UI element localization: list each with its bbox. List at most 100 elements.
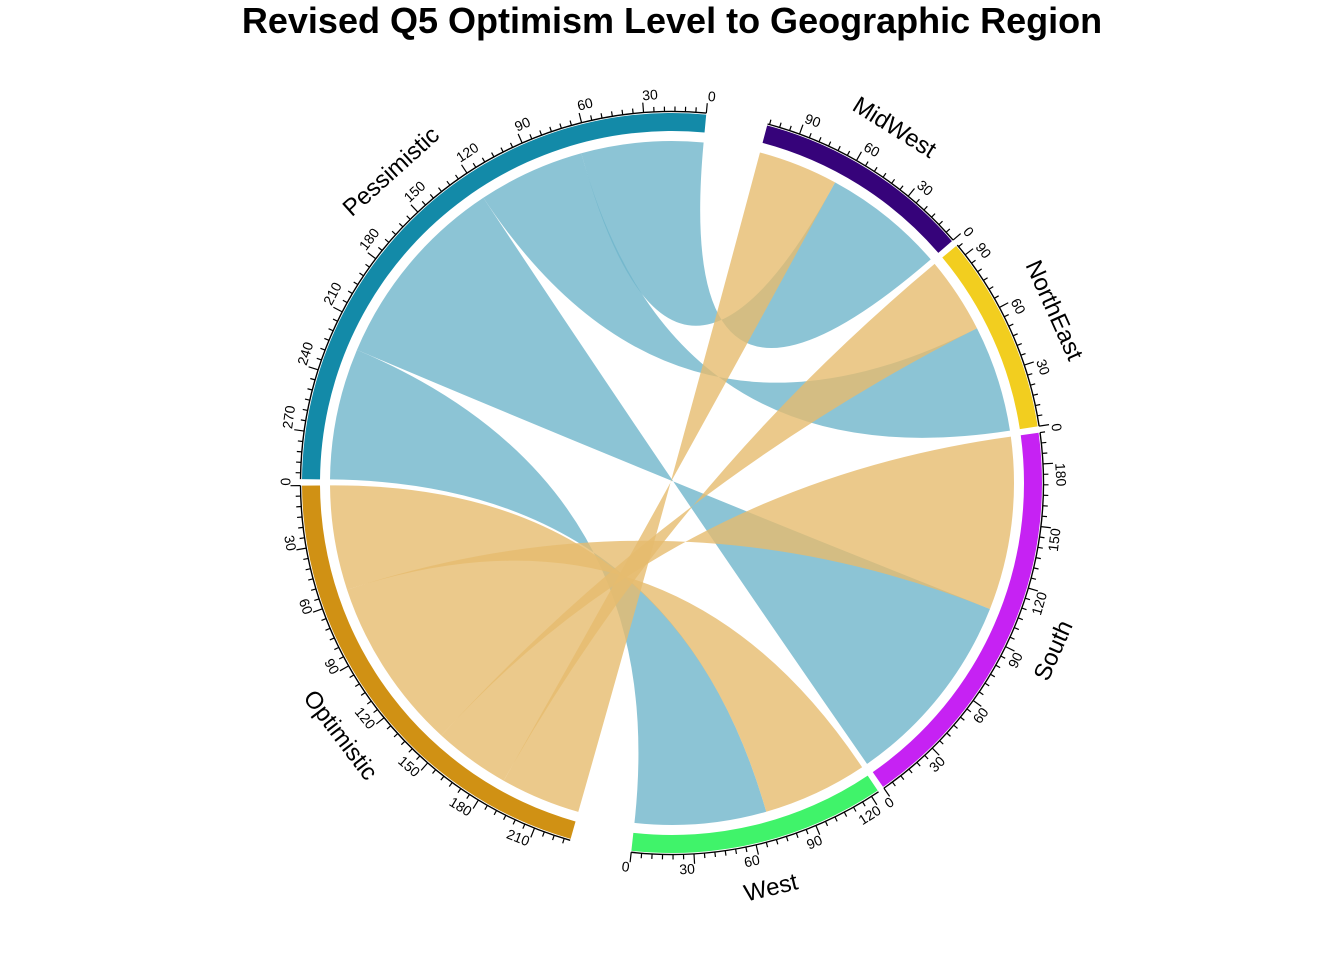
tick-pessimistic-125 (455, 174, 459, 180)
tick-label-south-0: 0 (881, 794, 897, 812)
tick-pessimistic-95 (509, 142, 514, 148)
tick-optimistic-105 (360, 692, 366, 696)
tick-midwest-50 (873, 166, 878, 172)
tick-midwest-15 (931, 213, 936, 218)
tick-label-pessimistic-270: 270 (279, 404, 298, 430)
tick-pessimistic-120 (461, 164, 468, 174)
tick-northeast-5 (1037, 414, 1043, 417)
tick-west-50 (735, 848, 738, 855)
tick-pessimistic-155 (406, 215, 411, 220)
tick-optimistic-35 (303, 557, 309, 561)
tick-south-150 (1040, 526, 1051, 529)
tick-pessimistic-240 (308, 366, 319, 371)
tick-south-145 (1039, 536, 1045, 539)
link-pessimistic-west (330, 349, 767, 825)
tick-optimistic-95 (349, 674, 355, 679)
tick-optimistic-170 (457, 788, 462, 794)
sector-midwest (762, 125, 952, 253)
tick-northeast-35 (1020, 352, 1026, 356)
tick-optimistic-210 (530, 827, 536, 838)
tick-optimistic-220 (552, 835, 555, 841)
tick-label-optimistic-60: 60 (296, 596, 316, 616)
tick-south-115 (1025, 597, 1031, 601)
tick-south-55 (966, 708, 972, 713)
links-layer (330, 141, 1014, 825)
tick-south-90 (1005, 646, 1015, 652)
tick-south-120 (1028, 587, 1039, 592)
tick-pessimistic-185 (365, 263, 370, 268)
tick-south-75 (990, 673, 996, 678)
tick-optimistic-180 (472, 799, 479, 809)
axis-south (883, 432, 1045, 789)
tick-label-pessimistic-0: 0 (707, 88, 716, 105)
tick-label-pessimistic-120: 120 (453, 139, 481, 165)
sector-label-northeast: NorthEast (1020, 256, 1089, 365)
tick-optimistic-195 (503, 814, 507, 821)
tick-optimistic-25 (299, 537, 305, 540)
tick-label-midwest-30: 30 (914, 177, 936, 199)
tick-south-15 (908, 768, 913, 774)
tick-pessimistic-245 (310, 377, 316, 381)
tick-optimistic-140 (408, 748, 413, 753)
tick-optimistic-20 (298, 526, 304, 529)
tick-optimistic-50 (310, 588, 317, 591)
tick-optimistic-145 (416, 755, 421, 760)
tick-label-midwest-60: 60 (861, 139, 883, 161)
tick-pessimistic-80 (539, 130, 543, 136)
tick-label-optimistic-90: 90 (321, 656, 343, 678)
tick-label-northeast-60: 60 (1008, 296, 1030, 317)
tick-label-optimistic-120: 120 (352, 704, 379, 732)
tick-label-midwest-90: 90 (803, 110, 823, 130)
axis-optimistic (299, 485, 571, 841)
tick-west-30 (693, 853, 696, 864)
tick-south-50 (960, 716, 965, 721)
tick-northeast-60 (999, 302, 1009, 308)
tick-label-northeast-30: 30 (1033, 357, 1053, 377)
link-optimistic-midwest (503, 152, 836, 812)
tick-optimistic-175 (466, 794, 470, 799)
tick-midwest-10 (938, 220, 943, 226)
sector-optimistic (302, 485, 576, 839)
tick-south-65 (978, 691, 984, 696)
tick-pessimistic-40 (621, 109, 624, 115)
tick-pessimistic-35 (631, 108, 634, 114)
tick-pessimistic-235 (316, 357, 322, 361)
tick-optimistic-190 (493, 810, 498, 816)
tick-pessimistic-145 (421, 200, 426, 206)
tick-west-115 (862, 801, 866, 807)
tick-label-pessimistic-30: 30 (642, 86, 659, 103)
axis-pessimistic (299, 110, 707, 480)
tick-pessimistic-135 (438, 187, 443, 192)
tick-pessimistic-150 (410, 204, 419, 213)
tick-label-south-120: 120 (1028, 590, 1050, 617)
sector-west (631, 775, 878, 853)
tick-pessimistic-65 (569, 120, 573, 126)
tick-optimistic-40 (305, 568, 311, 571)
tick-south-125 (1030, 577, 1037, 580)
tick-optimistic-55 (314, 598, 320, 602)
tick-label-northeast-90: 90 (973, 239, 995, 261)
tick-south-140 (1037, 546, 1043, 549)
link-optimistic-west (330, 485, 863, 812)
tick-pessimistic-210 (333, 306, 343, 313)
tick-northeast-0 (1039, 424, 1050, 427)
tick-west-85 (805, 829, 809, 835)
tick-midwest-20 (923, 205, 928, 211)
tick-west-75 (785, 836, 789, 842)
tick-south-95 (1009, 636, 1015, 640)
tick-optimistic-165 (448, 782, 453, 787)
tick-south-5 (891, 781, 896, 787)
tick-optimistic-100 (354, 683, 360, 688)
tick-south-105 (1017, 617, 1024, 621)
tick-optimistic-155 (432, 769, 437, 774)
tick-optimistic-110 (366, 700, 372, 705)
tick-label-pessimistic-60: 60 (575, 94, 594, 113)
tick-west-80 (795, 832, 799, 838)
tick-northeast-70 (988, 286, 994, 290)
tick-midwest-55 (864, 161, 869, 167)
tick-pessimistic-260 (302, 408, 308, 412)
tick-midwest-0 (952, 233, 962, 241)
tick-pessimistic-175 (377, 246, 383, 251)
tick-midwest-90 (798, 124, 804, 135)
